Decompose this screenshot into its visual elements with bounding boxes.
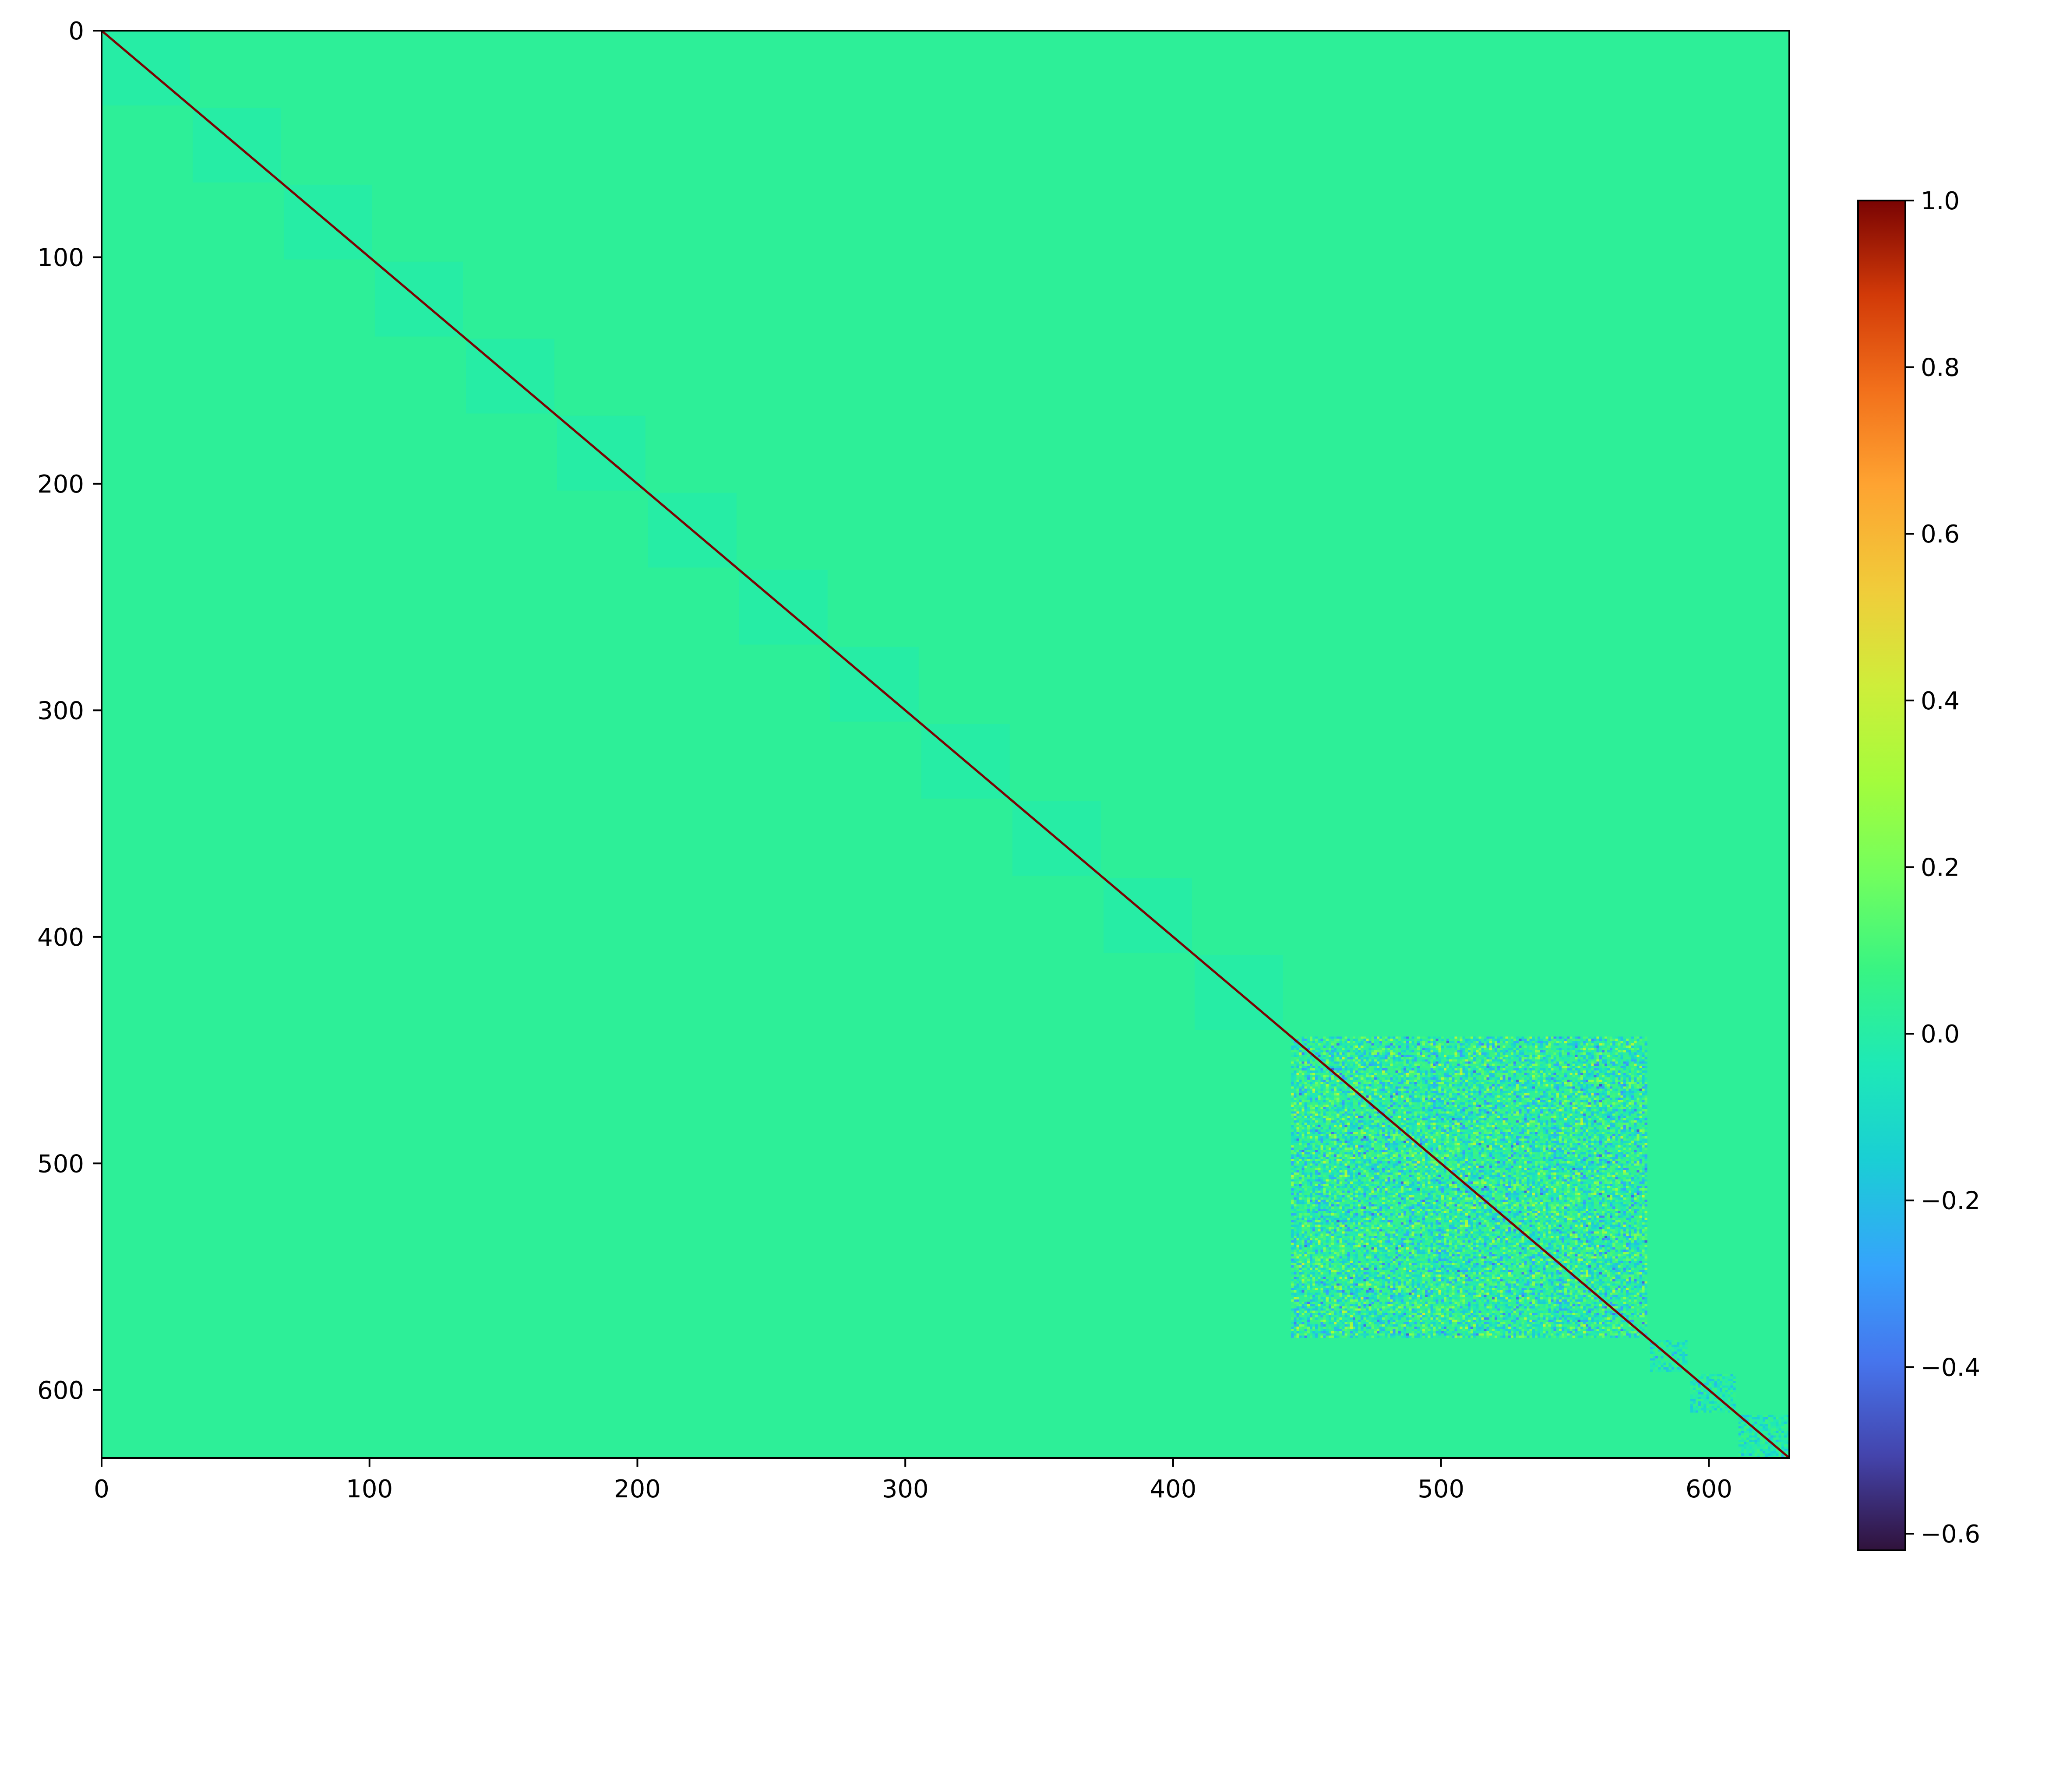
y-tick-label-0: 0 bbox=[68, 17, 84, 46]
colorbar-gradient bbox=[1858, 201, 1905, 1550]
x-tick-label-6: 600 bbox=[1686, 1475, 1732, 1503]
heatmap-plot-area bbox=[101, 30, 1790, 1459]
x-tick-label-1: 100 bbox=[346, 1475, 393, 1503]
y-tick-label-2: 200 bbox=[37, 470, 84, 499]
x-tick-label-4: 400 bbox=[1150, 1475, 1197, 1503]
plot-frame bbox=[101, 30, 1790, 1459]
axes: 0 100 200 300 400 500 600 0 100 200 300 400 500 600 bbox=[37, 17, 1790, 1503]
x-tick-label-2: 200 bbox=[614, 1475, 661, 1503]
y-tick-label-3: 300 bbox=[37, 697, 84, 725]
colorbar-tick-label-7: −0.4 bbox=[1921, 1353, 1980, 1382]
y-tick-label-1: 100 bbox=[37, 243, 84, 272]
colorbar: 1.0 0.8 0.6 0.4 0.2 0.0 −0.2 −0.4 −0.6 bbox=[1857, 187, 1980, 1551]
y-tick-label-4: 400 bbox=[37, 923, 84, 952]
colorbar-tick-label-6: −0.2 bbox=[1921, 1187, 1980, 1215]
colorbar-tick-label-5: 0.0 bbox=[1921, 1020, 1960, 1049]
diagonal-line bbox=[101, 30, 1790, 1459]
y-tick-label-6: 600 bbox=[37, 1377, 84, 1405]
colorbar-tick-label-0: 1.0 bbox=[1921, 187, 1960, 215]
x-tick-label-5: 500 bbox=[1418, 1475, 1464, 1503]
x-tick-label-0: 0 bbox=[94, 1475, 109, 1503]
colorbar-tick-label-8: −0.6 bbox=[1921, 1520, 1980, 1549]
y-tick-label-5: 500 bbox=[37, 1150, 84, 1178]
colorbar-tick-label-2: 0.6 bbox=[1921, 520, 1960, 549]
colorbar-tick-label-3: 0.4 bbox=[1921, 687, 1960, 715]
colorbar-tick-label-1: 0.8 bbox=[1921, 354, 1960, 382]
colorbar-tick-label-4: 0.2 bbox=[1921, 853, 1960, 882]
colorbar-frame bbox=[1857, 200, 1906, 1551]
x-tick-label-3: 300 bbox=[882, 1475, 929, 1503]
